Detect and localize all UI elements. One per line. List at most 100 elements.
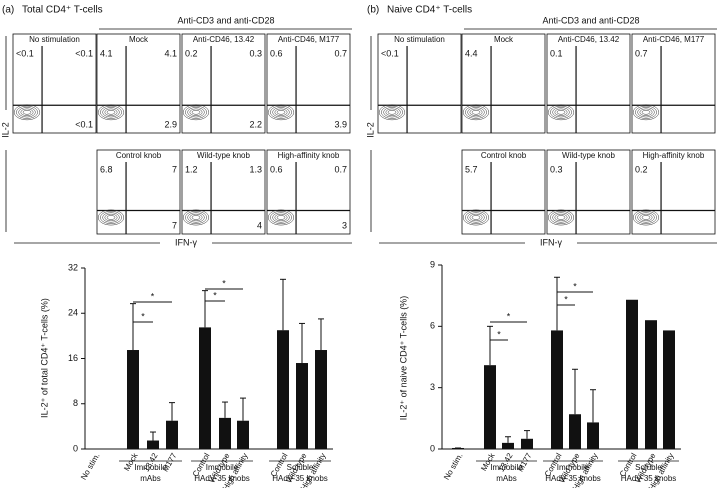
group-label: HAdV-35 knobs xyxy=(621,474,677,483)
bar xyxy=(166,420,178,449)
quadrant-value: 4.4 xyxy=(465,48,478,58)
quadrant-value: 5.7 xyxy=(465,164,478,174)
group-label: Immobile xyxy=(134,463,167,472)
significance-mark: * xyxy=(213,290,217,300)
quadrant-value: 7 xyxy=(172,164,177,174)
bar xyxy=(484,365,496,449)
quadrant-value: 1.2 xyxy=(185,164,198,174)
contour xyxy=(547,104,575,121)
x-axis-label: IFN-γ xyxy=(175,237,197,247)
contour xyxy=(467,212,485,223)
group-label: Soluble xyxy=(287,463,314,472)
flow-plot-frame xyxy=(266,149,351,235)
quadrant-value: 0.7 xyxy=(635,48,648,58)
contour xyxy=(554,213,568,222)
plot-label: Mock xyxy=(129,35,149,44)
contour xyxy=(189,213,203,222)
contour xyxy=(547,209,575,226)
y-axis-label: IL-2 xyxy=(365,122,375,138)
significance-mark: * xyxy=(507,311,511,321)
quadrant-value: 1.3 xyxy=(249,164,262,174)
quadrant-value: 6.8 xyxy=(100,164,113,174)
significance-mark: * xyxy=(497,329,501,339)
contour xyxy=(270,211,292,224)
quadrant-value: 3 xyxy=(342,220,347,230)
x-tick-label: No stim. xyxy=(79,452,101,482)
contour xyxy=(182,209,210,226)
bar xyxy=(502,442,514,449)
flow-plot-frame xyxy=(96,149,181,235)
contour xyxy=(556,110,566,115)
contour xyxy=(18,107,36,118)
flow-plot-frame xyxy=(461,33,546,134)
contour xyxy=(100,211,122,224)
flow-plot-frame xyxy=(631,33,716,134)
contour xyxy=(462,209,490,226)
flow-plot-frame xyxy=(266,33,351,134)
contour xyxy=(632,209,660,226)
quadrant-value: 2.9 xyxy=(164,119,177,129)
plot-label: Anti-CD46, 13.42 xyxy=(558,35,620,44)
bar xyxy=(551,330,563,449)
group-label: HAdV-35 knobs xyxy=(194,474,250,483)
contour xyxy=(550,105,572,119)
contour xyxy=(383,107,401,118)
contour xyxy=(97,209,125,226)
contour xyxy=(552,212,570,223)
bar xyxy=(587,422,599,449)
contour xyxy=(467,107,485,118)
quadrant-value: 4.1 xyxy=(164,48,177,58)
quadrant-value: 0.7 xyxy=(334,164,347,174)
y-tick-label: 0 xyxy=(430,443,435,453)
y-axis-title: IL-2⁺ of total CD4⁺ T-cells (%) xyxy=(39,298,49,418)
bar xyxy=(219,417,231,449)
contour xyxy=(100,105,122,119)
bar xyxy=(199,327,211,449)
panel-label: (b) xyxy=(367,5,379,16)
contour xyxy=(106,110,116,115)
contour xyxy=(635,211,657,224)
x-tick-label: No stim. xyxy=(442,452,464,482)
contour xyxy=(104,108,118,116)
quadrant-value: <0.1 xyxy=(75,119,93,129)
quadrant-value: 3.9 xyxy=(334,119,347,129)
flow-plot-frame xyxy=(546,149,631,235)
bar xyxy=(663,330,675,449)
contour xyxy=(267,104,295,121)
bar xyxy=(521,438,533,449)
quadrant-value: 7 xyxy=(172,220,177,230)
contour xyxy=(274,108,288,116)
significance-mark: * xyxy=(564,294,568,304)
contour xyxy=(469,108,483,116)
plot-label: Anti-CD46, 13.42 xyxy=(193,35,255,44)
plot-label: No stimulation xyxy=(394,35,445,44)
quadrant-value: <0.1 xyxy=(381,48,399,58)
significance-mark: * xyxy=(141,311,145,321)
quadrant-value: 4.1 xyxy=(100,48,113,58)
bar xyxy=(127,350,139,449)
quadrant-value: 0.7 xyxy=(334,48,347,58)
bar xyxy=(626,299,638,449)
group-label: HAdV-35 knobs xyxy=(545,474,601,483)
plot-label: High-affinity knob xyxy=(278,151,340,160)
quadrant-value: <0.1 xyxy=(75,48,93,58)
quadrant-value: 2.2 xyxy=(249,119,262,129)
quadrant-value: 4 xyxy=(257,220,262,230)
y-tick-label: 16 xyxy=(68,353,78,363)
quadrant-value: 0.2 xyxy=(185,48,198,58)
group-label: Immobile xyxy=(490,463,523,472)
contour xyxy=(267,209,295,226)
bar xyxy=(569,414,581,449)
contour xyxy=(191,215,201,220)
contour xyxy=(20,108,34,116)
quadrant-value: <0.1 xyxy=(16,48,34,58)
contour xyxy=(637,107,655,118)
contour xyxy=(556,215,566,220)
y-tick-label: 9 xyxy=(430,259,435,269)
contour xyxy=(182,104,210,121)
group-label: Soluble xyxy=(635,463,662,472)
quadrant-value: 0.3 xyxy=(249,48,262,58)
contour xyxy=(641,110,651,115)
stimulus-header: Anti-CD3 and anti-CD28 xyxy=(177,15,274,25)
